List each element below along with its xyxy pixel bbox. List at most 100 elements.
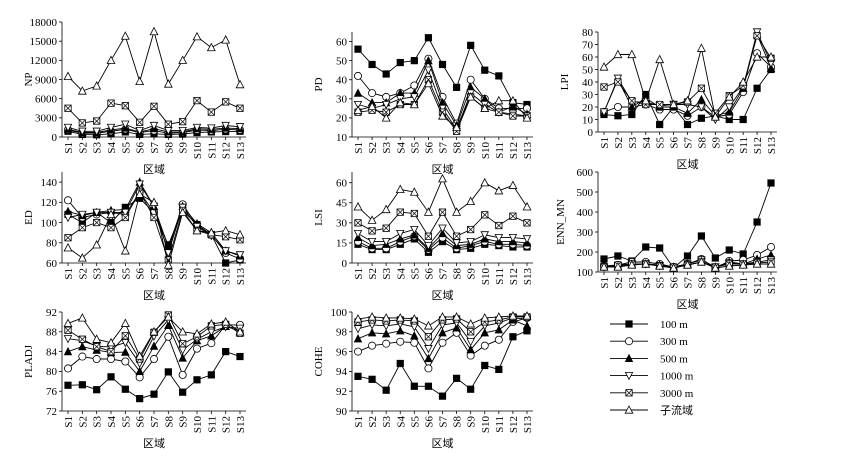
pladj-x-tick-label: S4 xyxy=(106,416,118,428)
lpi-point-watershed xyxy=(710,112,720,121)
lsi-point-watershed xyxy=(423,207,433,216)
enn-mn-point-100-m xyxy=(683,252,692,260)
enn-mn-point-100-m xyxy=(753,218,761,226)
enn-mn-y-tick-label: 500 xyxy=(577,187,594,199)
pladj-y-tick-label: 72 xyxy=(46,406,57,418)
pd-point-watershed xyxy=(395,97,405,107)
enn-mn-x-tick-label: S1 xyxy=(599,277,611,289)
enn-mn-x-tick-label: S7 xyxy=(683,277,695,289)
pladj-point-3000-m xyxy=(93,343,101,351)
ed-x-tick-label: S8 xyxy=(163,268,175,280)
pladj-point-3000-m xyxy=(64,326,72,334)
pd-point-watershed xyxy=(409,99,419,109)
panel-pd: 10 20 30 40 50 60 S1 S2 S3 S4 S5 S6 S7 S8 S9 S10 S11 S12 S… xyxy=(313,32,534,176)
np-point-1000-m xyxy=(192,123,202,133)
pladj-point-watershed xyxy=(77,313,87,322)
cohe-point-300-m xyxy=(353,347,362,356)
pd-point-100-m xyxy=(410,57,418,65)
lpi-point-500-m xyxy=(627,102,637,111)
pd-y-tick-label: 50 xyxy=(336,55,348,67)
lsi-x-tick-label: S9 xyxy=(466,268,478,280)
lpi-point-watershed xyxy=(627,49,637,59)
pladj-point-watershed xyxy=(163,312,173,321)
cohe-y-label: COHE xyxy=(313,346,325,376)
lsi-point-watershed xyxy=(381,204,391,214)
cohe-point-100-m xyxy=(368,375,376,383)
ed-point-3000-m xyxy=(222,233,230,241)
cohe-x-tick-label: S5 xyxy=(409,416,421,428)
cohe-x-tick-label: S9 xyxy=(466,416,478,428)
np-point-3000-m xyxy=(78,119,86,127)
cohe-point-watershed xyxy=(508,311,518,320)
panel-cohe: 90 92 94 96 98 100 S1 S2 S3 S4 S5 S6 S7 S8 S9 S10 S11 S12… xyxy=(313,307,534,450)
lpi-point-3000-m xyxy=(614,78,622,86)
cohe-x-tick-label: S12 xyxy=(508,416,520,433)
ed-point-watershed xyxy=(221,225,231,235)
pd-point-100-m xyxy=(452,83,461,91)
np-series-3000-m xyxy=(64,96,244,128)
ed-point-1000-m xyxy=(92,208,101,218)
lpi-y-tick-label: 80 xyxy=(582,27,594,39)
lsi-point-500-m xyxy=(395,234,405,243)
cohe-x-tick-label: S10 xyxy=(480,416,492,434)
pd-x-tick-label: S5 xyxy=(409,142,421,154)
pladj-x-tick-label: S11 xyxy=(206,416,218,433)
lpi-point-watershed xyxy=(766,52,776,61)
lpi-x-tick-label: S12 xyxy=(752,137,764,154)
pd-x-tick-label: S9 xyxy=(466,142,478,154)
pladj-point-100-m xyxy=(78,381,86,389)
cohe-point-watershed xyxy=(381,313,391,322)
cohe-point-500-m xyxy=(410,331,419,340)
lsi-point-watershed xyxy=(508,180,518,189)
np-point-watershed xyxy=(192,31,202,41)
pladj-x-label: 区域 xyxy=(143,437,165,450)
lsi-point-3000-m xyxy=(368,227,376,235)
ed-y-tick-label: 60 xyxy=(46,258,58,270)
lsi-series-3000-m xyxy=(354,208,531,240)
np-point-1000-m xyxy=(63,123,73,133)
pd-point-watershed xyxy=(381,113,391,122)
enn-mn-y-tick-label: 200 xyxy=(577,247,594,259)
lsi-point-watershed xyxy=(452,207,462,216)
pd-x-tick-label: S3 xyxy=(381,142,393,154)
lpi-x-tick-label: S9 xyxy=(710,137,722,149)
pladj-point-300-m xyxy=(121,357,130,366)
cohe-y-tick-label: 94 xyxy=(336,366,348,378)
ed-point-1000-m xyxy=(221,247,230,256)
lpi-point-watershed xyxy=(724,92,734,101)
pd-point-100-m xyxy=(481,66,489,74)
pd-point-100-m xyxy=(495,72,503,80)
enn-mn-x-tick-label: S10 xyxy=(724,277,736,295)
cohe-point-1000-m xyxy=(466,338,475,347)
pd-x-tick-label: S11 xyxy=(494,142,506,159)
cohe-point-watershed xyxy=(494,312,504,321)
np-x-tick-label: S13 xyxy=(235,142,247,160)
cohe-point-100-m xyxy=(467,385,475,393)
pladj-point-watershed xyxy=(135,351,145,360)
np-y-label: NP xyxy=(23,72,35,86)
pd-point-watershed xyxy=(353,105,363,114)
lpi-point-watershed xyxy=(669,99,679,109)
lsi-point-500-m xyxy=(438,228,447,238)
cohe-point-300-m xyxy=(438,338,447,347)
ed-y-tick-label: 80 xyxy=(46,238,58,250)
cohe-point-500-m xyxy=(381,329,391,338)
lsi-series-watershed xyxy=(353,173,532,224)
cohe-point-300-m xyxy=(396,337,405,346)
enn-mn-point-100-m xyxy=(600,255,608,263)
lpi-y-tick-label: 10 xyxy=(582,114,594,126)
cohe-x-tick-label: S3 xyxy=(381,416,393,428)
lsi-point-watershed xyxy=(480,177,490,187)
lsi-point-watershed xyxy=(409,187,419,196)
pd-point-100-m xyxy=(467,41,475,49)
ed-x-tick-label: S12 xyxy=(221,268,233,285)
ed-y-label: ED xyxy=(23,210,35,225)
legend-item-3000-m: 3000 m xyxy=(610,388,694,400)
enn-mn-series-100-m xyxy=(600,179,775,272)
lpi-x-tick-label: S13 xyxy=(766,137,778,155)
pd-y-tick-label: 40 xyxy=(336,75,348,87)
cohe-point-100-m xyxy=(382,386,390,394)
np-y-tick-label: 6000 xyxy=(35,93,58,105)
pd-x-tick-label: S13 xyxy=(522,142,534,160)
panel-lsi: 0 15 30 45 60 S1 S2 S3 S4 S5 S6 S7 S8 S9 S10 S11 S12 S13 L… xyxy=(313,172,534,302)
